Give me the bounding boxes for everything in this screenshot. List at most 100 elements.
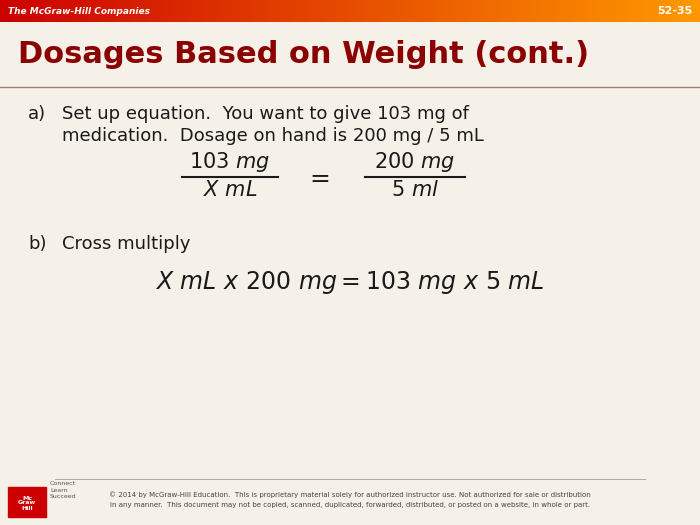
Bar: [44, 0, 47, 22]
Bar: [194, 0, 197, 22]
Bar: [513, 0, 516, 22]
Bar: [161, 0, 164, 22]
Bar: [261, 0, 264, 22]
Bar: [133, 0, 136, 22]
Bar: [205, 0, 208, 22]
Bar: [646, 0, 649, 22]
Text: Graw: Graw: [18, 500, 36, 506]
Bar: [415, 0, 418, 22]
Bar: [322, 0, 325, 22]
Bar: [114, 0, 117, 22]
Bar: [471, 0, 474, 22]
Bar: [308, 0, 311, 22]
Bar: [252, 0, 255, 22]
Bar: [72, 0, 75, 22]
Bar: [187, 0, 190, 22]
Bar: [602, 0, 605, 22]
Bar: [313, 0, 316, 22]
Bar: [103, 0, 106, 22]
Bar: [632, 0, 635, 22]
Bar: [497, 0, 500, 22]
Bar: [131, 0, 134, 22]
Bar: [145, 0, 148, 22]
Bar: [86, 0, 89, 22]
Bar: [128, 0, 131, 22]
Text: a): a): [28, 105, 46, 123]
Text: $X\ mL$: $X\ mL$: [203, 180, 258, 200]
Bar: [362, 0, 365, 22]
Bar: [443, 0, 446, 22]
Bar: [527, 0, 530, 22]
Bar: [271, 0, 274, 22]
Bar: [492, 0, 495, 22]
Bar: [184, 0, 187, 22]
Bar: [413, 0, 416, 22]
Bar: [446, 0, 449, 22]
Bar: [684, 0, 687, 22]
Bar: [121, 0, 124, 22]
Bar: [173, 0, 176, 22]
Bar: [506, 0, 509, 22]
Bar: [644, 0, 647, 22]
Text: Mc: Mc: [22, 496, 32, 500]
Bar: [611, 0, 614, 22]
Bar: [422, 0, 425, 22]
Bar: [296, 0, 299, 22]
Bar: [191, 0, 194, 22]
Bar: [226, 0, 229, 22]
Bar: [299, 0, 302, 22]
Bar: [565, 0, 568, 22]
Bar: [590, 0, 593, 22]
Bar: [257, 0, 260, 22]
Bar: [586, 0, 589, 22]
Bar: [292, 0, 295, 22]
Bar: [289, 0, 292, 22]
Text: Hill: Hill: [21, 506, 33, 510]
Bar: [301, 0, 304, 22]
Bar: [383, 0, 386, 22]
Bar: [539, 0, 542, 22]
Bar: [404, 0, 407, 22]
Bar: [691, 0, 694, 22]
Bar: [238, 0, 241, 22]
Bar: [56, 0, 59, 22]
Bar: [420, 0, 423, 22]
Bar: [656, 0, 659, 22]
Bar: [119, 0, 122, 22]
Bar: [159, 0, 162, 22]
Bar: [553, 0, 556, 22]
Bar: [266, 0, 269, 22]
Bar: [390, 0, 393, 22]
Bar: [635, 0, 638, 22]
Bar: [138, 0, 141, 22]
Bar: [233, 0, 236, 22]
Bar: [37, 0, 40, 22]
Bar: [107, 0, 110, 22]
Text: Dosages Based on Weight (cont.): Dosages Based on Weight (cont.): [18, 40, 589, 69]
Bar: [548, 0, 551, 22]
Bar: [336, 0, 339, 22]
Bar: [418, 0, 421, 22]
Bar: [588, 0, 591, 22]
Bar: [287, 0, 290, 22]
Bar: [488, 0, 491, 22]
Bar: [189, 0, 192, 22]
Bar: [399, 0, 402, 22]
Bar: [243, 0, 246, 22]
Bar: [294, 0, 297, 22]
Bar: [350, 0, 353, 22]
Bar: [490, 0, 493, 22]
Bar: [677, 0, 680, 22]
Bar: [280, 0, 283, 22]
Bar: [338, 0, 341, 22]
Bar: [310, 0, 313, 22]
Bar: [217, 0, 220, 22]
Bar: [371, 0, 374, 22]
Bar: [369, 0, 372, 22]
Bar: [208, 0, 211, 22]
Bar: [355, 0, 358, 22]
Bar: [112, 0, 115, 22]
Bar: [215, 0, 218, 22]
Bar: [180, 0, 183, 22]
Bar: [562, 0, 565, 22]
